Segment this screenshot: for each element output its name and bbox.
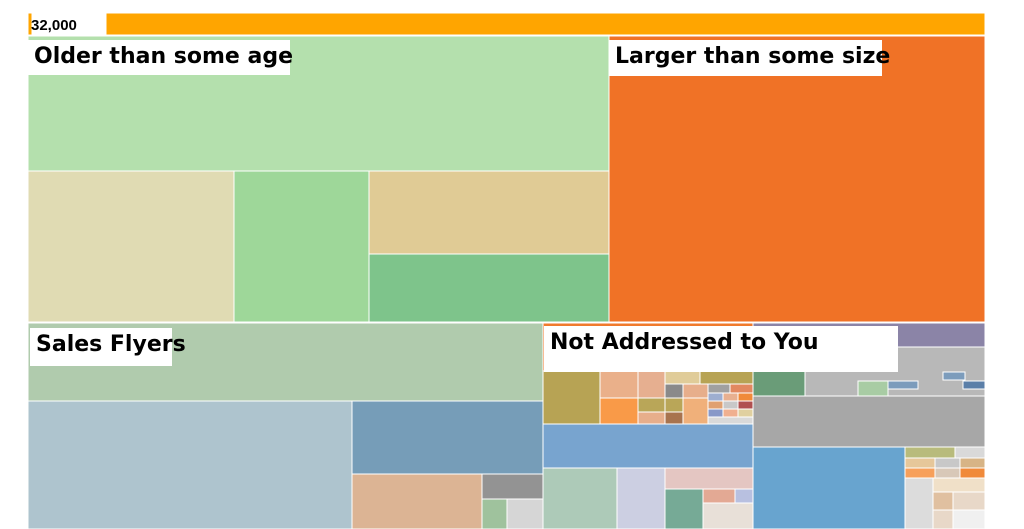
- tile-not-b: [599, 370, 639, 399]
- tile-older-d: [368, 253, 610, 323]
- tile-not-y: [707, 416, 754, 425]
- tile-right-gray-d: [904, 477, 934, 529]
- tile-right-gray-c: [934, 457, 961, 469]
- tile-right-tan-f: [932, 509, 954, 529]
- tile-not-bl-c: [664, 467, 754, 490]
- tile-not-l: [682, 383, 709, 399]
- tile-not-i: [664, 383, 684, 399]
- tile-not-w: [722, 408, 739, 418]
- tile-right-white: [952, 509, 986, 529]
- tile-right-tan-d: [932, 491, 954, 511]
- tile-not-t: [722, 400, 739, 410]
- tile-right-small-d: [962, 380, 986, 390]
- tile-right-tan-c: [934, 467, 961, 479]
- tile-not-bl-g: [702, 502, 754, 529]
- tile-not-p: [707, 392, 724, 402]
- tile-sales-d: [481, 473, 544, 500]
- tile-not-m: [682, 397, 709, 425]
- tile-not-g: [637, 397, 666, 413]
- tile-not-r: [737, 392, 754, 402]
- tile-right-olive: [904, 446, 956, 459]
- tile-sales-e: [481, 498, 508, 529]
- tile-right-small-a: [857, 380, 889, 397]
- total-bar-marker: [27, 12, 33, 36]
- group-label-older: Older than some age: [28, 40, 293, 75]
- tile-right-orange-a: [904, 467, 936, 479]
- tile-not-q: [722, 392, 739, 402]
- tile-not-k: [664, 411, 684, 425]
- tile-older-a: [27, 170, 235, 323]
- tile-right-tan-e: [952, 491, 986, 511]
- tile-not-bl-e: [702, 488, 736, 504]
- tile-sales-a: [27, 400, 353, 529]
- group-label-not-addressed: Not Addressed to You: [544, 326, 898, 372]
- tile-not-u: [737, 400, 754, 410]
- tile-right-cream: [932, 477, 986, 493]
- tile-right-blue: [752, 446, 906, 529]
- tile-right-tan-a: [904, 457, 936, 469]
- tile-older-c: [368, 170, 610, 255]
- tile-right-gray-b: [752, 395, 986, 448]
- tile-not-f: [699, 370, 754, 385]
- group-label-sales-flyers: Sales Flyers: [30, 328, 186, 366]
- total-value-label: 32,000: [31, 17, 77, 34]
- tile-not-bl-a: [542, 467, 618, 529]
- group-label-larger: Larger than some size: [609, 40, 890, 76]
- tile-not-n: [707, 383, 731, 394]
- tile-not-a: [542, 370, 601, 425]
- tile-not-bl-f: [734, 488, 754, 504]
- tile-not-blue: [542, 423, 754, 469]
- tile-not-s: [707, 400, 724, 410]
- tile-sales-c: [351, 473, 483, 529]
- tile-right-tan-b: [959, 457, 986, 469]
- tile-not-c: [599, 397, 639, 425]
- tile-right-lightgray: [954, 446, 986, 459]
- tile-not-v: [707, 408, 724, 418]
- tile-not-x: [737, 408, 754, 418]
- tile-not-e: [664, 370, 701, 385]
- tile-right-orange-b: [959, 467, 986, 479]
- tile-larger-main: [608, 35, 986, 323]
- tile-not-d: [637, 370, 666, 399]
- tile-not-o: [729, 383, 754, 394]
- tile-not-bl-b: [616, 467, 666, 529]
- tile-not-j: [664, 397, 684, 413]
- tile-older-b: [233, 170, 370, 323]
- tile-sales-b: [351, 400, 544, 475]
- tile-not-bl-d: [664, 488, 704, 529]
- total-bar: [105, 12, 986, 36]
- tile-not-h: [637, 411, 666, 425]
- tile-sales-f: [506, 498, 544, 529]
- tile-right-small-b: [887, 380, 919, 390]
- tile-right-small-c: [942, 371, 966, 381]
